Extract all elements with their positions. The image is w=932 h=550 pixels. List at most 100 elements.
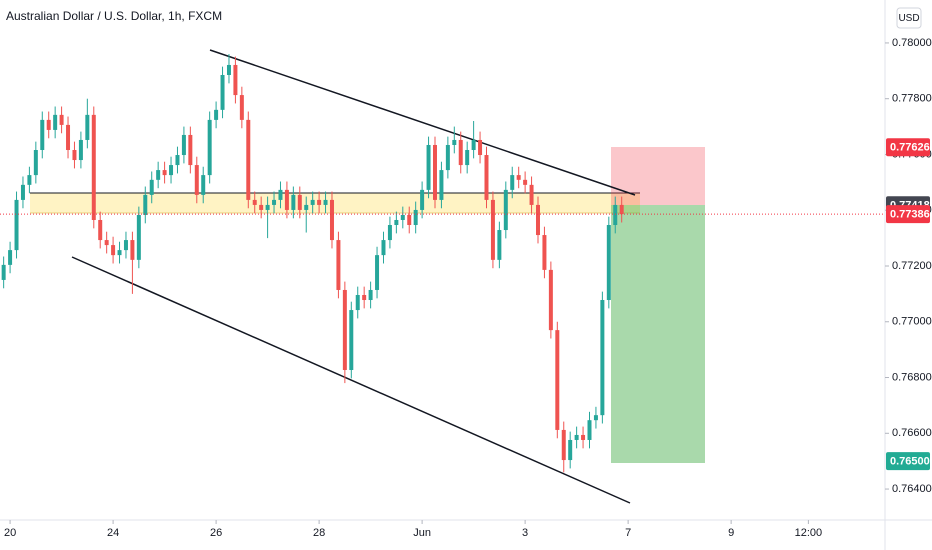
candle-body [220,75,225,110]
candle-body [181,134,186,156]
candle-body [98,219,103,241]
candle-body [387,225,392,241]
y-tick-label: 0.78000 [892,37,932,49]
candle-body [400,214,405,220]
candle-body [91,114,96,220]
trend-line [71,256,631,504]
currency: USD [898,13,919,24]
candle-body [407,214,412,226]
x-tick-label: 20 [4,527,16,539]
candle-body [342,289,347,370]
candle-body [284,189,289,210]
candle-body [46,119,51,130]
candle-body [53,114,58,130]
y-tick-label: 0.77200 [892,260,932,272]
candle-body [27,175,32,185]
candle-body [169,165,174,176]
candle-body [20,184,25,200]
candle-body [143,194,148,215]
candle-body [536,204,540,236]
candle-body [252,199,257,205]
candle-body [465,150,470,166]
price-label: 0.77386 [890,209,930,221]
candle-body [445,144,450,171]
candle-body [581,434,586,440]
candle-body [66,124,71,151]
stop-zone [611,147,705,205]
target-zone [611,205,705,463]
price-label: 0.76500 [890,456,930,468]
candle-body [8,250,13,265]
candle-body [375,255,380,290]
candle-body [413,209,418,226]
candle-body [478,139,483,156]
price-label-box [886,205,930,224]
candle-body [226,64,231,76]
candle-body [323,199,328,205]
candle-body [394,219,399,226]
candle-body [362,294,367,301]
candle-body [619,204,624,215]
candle-body [568,439,573,461]
candle-body [239,95,244,120]
candle-body [555,330,560,430]
x-tick-label: 12:00 [795,527,823,539]
candle-body [278,189,283,200]
price-label: 0.77626 [890,142,930,154]
candle-body [490,199,495,260]
candle-body [194,165,199,195]
candle-body [574,434,579,440]
candle-body [265,204,270,210]
candle-body [1,264,6,280]
support-zone [30,193,640,213]
x-tick-label: 24 [107,527,119,539]
candle-body [117,250,122,256]
candle-body [529,184,534,205]
candle-body [272,199,277,205]
candle-body [246,119,251,200]
x-tick-label: 28 [313,527,325,539]
candle-body [111,245,116,256]
candle-body [503,189,508,231]
candle-body [523,179,528,185]
candle-body [85,114,90,140]
candle-body [606,225,611,301]
candle-body [259,204,264,210]
candle-body [188,134,193,166]
candle-body [175,155,180,166]
candle-body [33,150,38,176]
candle-body [123,240,128,251]
candle-body [420,189,425,210]
x-tick-label: 7 [625,527,631,539]
candle-body [516,175,521,180]
currency-box[interactable] [896,7,922,29]
y-tick-label: 0.77000 [892,316,932,328]
candle-body [297,194,302,210]
x-tick-label: Jun [413,527,431,539]
price-label-box [886,452,930,471]
y-tick-label: 0.76400 [892,483,932,495]
x-tick-label: 3 [522,527,528,539]
x-tick-label: 9 [728,527,734,539]
candle-body [214,109,219,120]
candle-body [72,150,77,161]
candle-body [613,204,618,226]
y-tick-label: 0.76600 [892,427,932,439]
candle-body [458,139,463,166]
candle-body [317,199,322,205]
candle-body [156,170,161,180]
candle-body [600,300,605,416]
candle-body [130,240,135,260]
y-tick-label: 0.77800 [892,93,932,105]
candle-body [104,240,109,246]
candle-body [471,139,476,151]
chart-title: Australian Dollar / U.S. Dollar, 1h, FXC… [6,9,222,23]
candle-body [510,175,515,190]
candle-body [14,199,19,251]
candle-body [40,119,45,151]
candle-body [426,144,431,190]
candle-body [381,240,386,256]
candle-body [162,170,167,176]
